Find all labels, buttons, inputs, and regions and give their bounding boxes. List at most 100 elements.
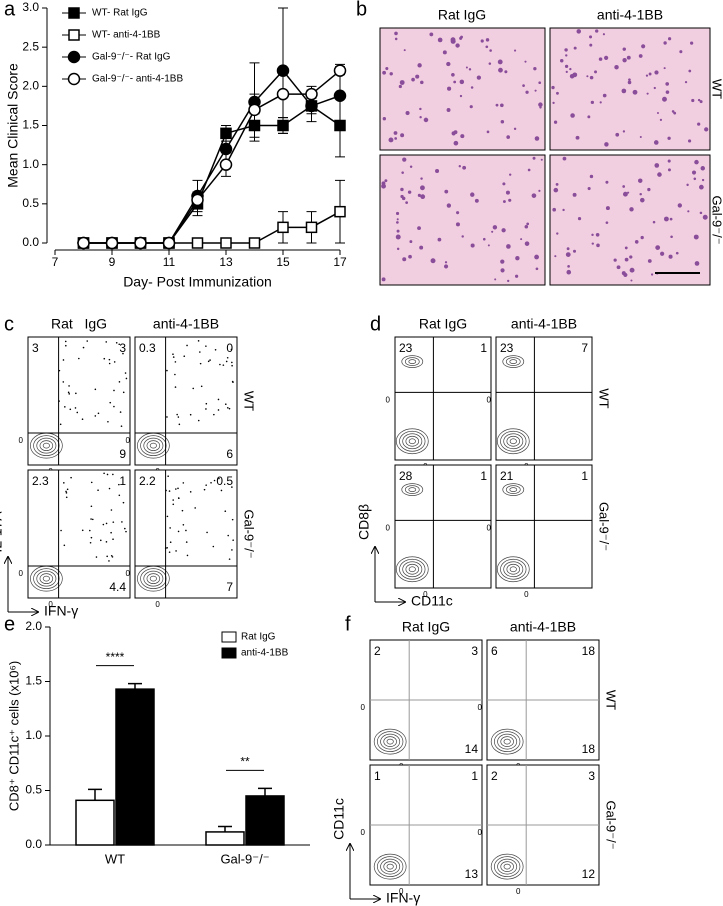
nucleus xyxy=(591,233,594,237)
nucleus xyxy=(630,279,633,282)
event-dot xyxy=(78,357,80,360)
nucleus xyxy=(420,185,425,191)
nucleus xyxy=(639,192,642,196)
nucleus xyxy=(501,228,506,233)
nucleus xyxy=(589,43,593,47)
nucleus xyxy=(572,192,577,197)
column-label: Rat IgG xyxy=(419,316,467,332)
nucleus xyxy=(614,65,619,70)
nucleus xyxy=(506,135,510,139)
nucleus xyxy=(451,72,455,77)
event-dot xyxy=(106,473,109,476)
nucleus xyxy=(700,166,705,171)
contour xyxy=(494,731,521,752)
event-dot xyxy=(62,381,65,383)
nucleus xyxy=(417,63,422,68)
row-label: WT xyxy=(597,388,612,408)
nucleus xyxy=(395,211,400,216)
event-dot xyxy=(65,492,68,494)
contour xyxy=(380,733,401,750)
contour xyxy=(39,440,54,451)
contour xyxy=(380,858,401,875)
quadrant-value: 0.5 xyxy=(216,474,233,488)
nucleus xyxy=(629,255,633,259)
nucleus xyxy=(458,165,461,168)
contour xyxy=(373,853,407,880)
event-dot xyxy=(231,361,233,364)
legend-label: WT- anti-4-1BB xyxy=(92,30,161,41)
event-dot xyxy=(81,529,84,532)
nucleus xyxy=(704,127,709,132)
event-dot xyxy=(94,388,97,391)
event-dot xyxy=(176,413,178,416)
event-dot xyxy=(226,406,229,409)
contour xyxy=(386,863,394,870)
contour xyxy=(497,858,518,875)
nucleus xyxy=(553,187,559,193)
data-point xyxy=(248,237,261,249)
x-axis-title: CD11c xyxy=(411,593,453,609)
x-tick-label: WT xyxy=(105,851,125,866)
nucleus xyxy=(411,77,415,82)
nucleus xyxy=(500,268,505,273)
legend-swatch xyxy=(221,631,237,643)
axis-zero: 0 xyxy=(48,600,53,609)
event-dot xyxy=(76,411,79,414)
column-label: anti-4-1BB xyxy=(597,7,663,23)
nucleus xyxy=(591,242,594,245)
quadrant-value: 21 xyxy=(500,469,514,483)
nucleus xyxy=(667,136,671,140)
event-dot xyxy=(199,362,202,365)
nucleus xyxy=(559,59,564,63)
event-dot xyxy=(228,407,231,410)
nucleus xyxy=(489,49,492,52)
nucleus xyxy=(570,113,575,118)
nucleus xyxy=(605,206,610,211)
event-dot xyxy=(97,412,100,415)
nucleus xyxy=(663,41,667,45)
contour xyxy=(395,556,429,583)
error-bar xyxy=(258,787,272,796)
nucleus xyxy=(502,182,506,186)
nucleus xyxy=(453,140,459,146)
event-dot xyxy=(209,359,211,361)
axis-zero: 0 xyxy=(19,436,24,445)
contour xyxy=(399,558,426,580)
nucleus xyxy=(470,86,474,89)
nucleus xyxy=(420,194,426,200)
panel-label: b xyxy=(356,0,367,20)
event-dot xyxy=(112,521,115,523)
event-dot xyxy=(121,521,123,523)
nucleus xyxy=(455,222,460,227)
nucleus xyxy=(513,127,517,131)
event-dot xyxy=(186,344,188,347)
quadrant-value: 3 xyxy=(119,341,126,355)
nucleus xyxy=(587,115,591,119)
nucleus xyxy=(627,191,630,194)
nucleus xyxy=(595,29,599,33)
x-tick-label: 11 xyxy=(163,255,176,269)
x-tick-label: Gal-9⁻/⁻ xyxy=(220,851,269,866)
nucleus xyxy=(456,211,460,215)
axis-zero: 0 xyxy=(478,828,483,837)
row-label: Gal-9⁻/⁻ xyxy=(710,195,723,244)
flow-plot xyxy=(495,336,593,461)
contour xyxy=(402,433,423,450)
event-dot xyxy=(197,419,200,422)
nucleus xyxy=(396,229,400,233)
event-dot xyxy=(106,555,108,558)
contour xyxy=(500,430,527,452)
panel-label: d xyxy=(370,313,381,335)
event-dot xyxy=(232,381,234,383)
y-tick-label: 1.0 xyxy=(22,157,39,171)
nucleus xyxy=(495,103,499,107)
nucleus xyxy=(596,243,600,248)
nucleus xyxy=(423,117,429,123)
quadrant-value: 2.3 xyxy=(32,474,49,488)
nucleus xyxy=(446,203,452,208)
nucleus xyxy=(594,70,598,74)
event-dot xyxy=(189,491,192,493)
event-dot xyxy=(81,418,84,421)
nucleus xyxy=(589,75,594,80)
event-dot xyxy=(186,554,189,557)
